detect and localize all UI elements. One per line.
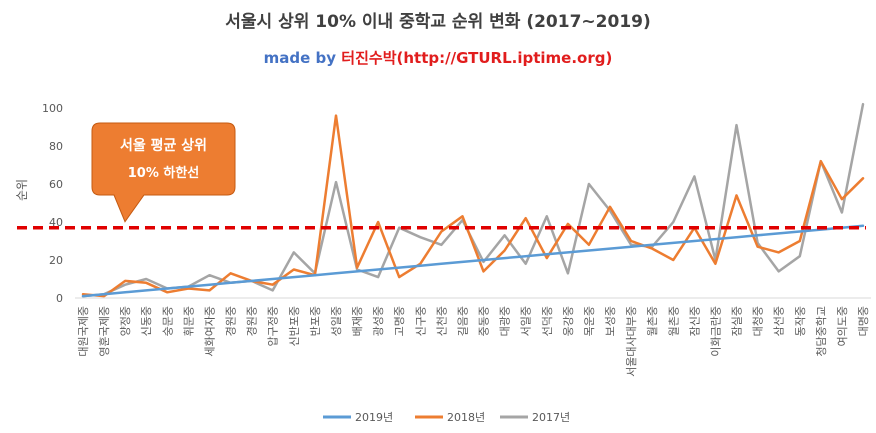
chart-title: 서울시 상위 10% 이내 중학교 순위 변화 (2017~2019): [225, 12, 651, 32]
legend-label: 2018년: [447, 411, 485, 424]
y-tick-label: 80: [49, 140, 63, 153]
x-tick-label: 중동중: [478, 306, 491, 336]
x-tick-label: 신반포중: [288, 306, 301, 346]
x-tick-label: 이화금란중: [709, 306, 722, 357]
x-tick-label: 반포중: [309, 306, 322, 336]
x-tick-label: 잠신중: [688, 306, 701, 336]
x-tick-label: 대광중: [499, 306, 512, 336]
x-tick-label: 고명중: [393, 306, 406, 336]
x-tick-label: 양정중: [119, 306, 132, 336]
legend: 2019년 2018년 2017년: [323, 411, 570, 424]
y-axis-title: 순위: [15, 179, 29, 201]
x-tick-label: 월촌중: [667, 306, 680, 336]
x-tick-label: 보성중: [604, 306, 617, 336]
callout-shape: [91, 122, 236, 223]
callout-line1: 서울 평균 상위: [120, 137, 207, 154]
x-tick-label: 숭문중: [161, 306, 174, 336]
x-tick-label: 잠실중: [731, 306, 744, 336]
x-tick-label: 압구정중: [267, 306, 280, 346]
chart-credit: made by 터진수박(http://GTURL.iptime.org): [264, 49, 613, 67]
y-tick-label: 20: [49, 254, 63, 267]
series-line-2018년: [81, 114, 865, 298]
axes: 0 20 40 60 80 100 대원국제중 영훈국제중 양정중 신동중 숭문중 휘문중 세화여자중 경…: [42, 102, 871, 377]
x-tick-label: 배재중: [351, 306, 364, 336]
y-tick-label: 0: [56, 292, 63, 305]
x-tick-label: 경원중: [225, 306, 238, 336]
callout-box: 서울 평균 상위 10% 하한선: [91, 122, 236, 223]
x-tick-label: 여의도중: [836, 306, 849, 346]
x-tick-label: 영훈국제중: [98, 306, 111, 357]
x-tick-label: 동작중: [794, 306, 807, 336]
credit-made-by: made by: [264, 49, 342, 67]
x-tick-label: 광성중: [372, 306, 385, 336]
series-line-2019년: [81, 224, 865, 298]
x-tick-label: 목운중: [583, 306, 596, 336]
x-tick-label: 서울대사대부중: [625, 306, 638, 377]
credit-author: 터진수박(http://GTURL.iptime.org): [341, 49, 612, 67]
x-tick-label: 대명중: [857, 306, 870, 336]
y-tick-label: 60: [49, 178, 63, 191]
x-tick-label: 청담중학교: [815, 306, 828, 357]
x-tick-label: 서일중: [519, 306, 533, 336]
x-tick-label: 경원중: [246, 306, 259, 336]
series-lines: [81, 102, 865, 298]
x-tick-label: 신천중: [434, 306, 448, 336]
y-tick-label: 40: [49, 216, 63, 229]
x-tick-label: 월촌중: [646, 306, 659, 336]
x-tick-label: 휘문중: [182, 306, 195, 336]
legend-label: 2019년: [355, 411, 393, 424]
x-tick-label: 신구중: [414, 306, 427, 336]
legend-label: 2017년: [532, 411, 570, 424]
x-tick-label: 대청중: [752, 306, 765, 336]
callout-line2: 10% 하한선: [128, 165, 200, 181]
x-tick-label: 웅강중: [562, 306, 575, 336]
x-tick-label: 신동중: [140, 306, 153, 336]
x-tick-label: 선덕중: [541, 306, 554, 336]
x-tick-label: 대원국제중: [77, 306, 90, 357]
x-tick-label: 길음중: [456, 306, 469, 336]
x-tick-label: 성일중: [329, 306, 343, 336]
x-tick-label: 삼선중: [773, 306, 786, 336]
y-tick-label: 100: [42, 102, 63, 115]
x-tick-label: 세화여자중: [203, 306, 216, 357]
